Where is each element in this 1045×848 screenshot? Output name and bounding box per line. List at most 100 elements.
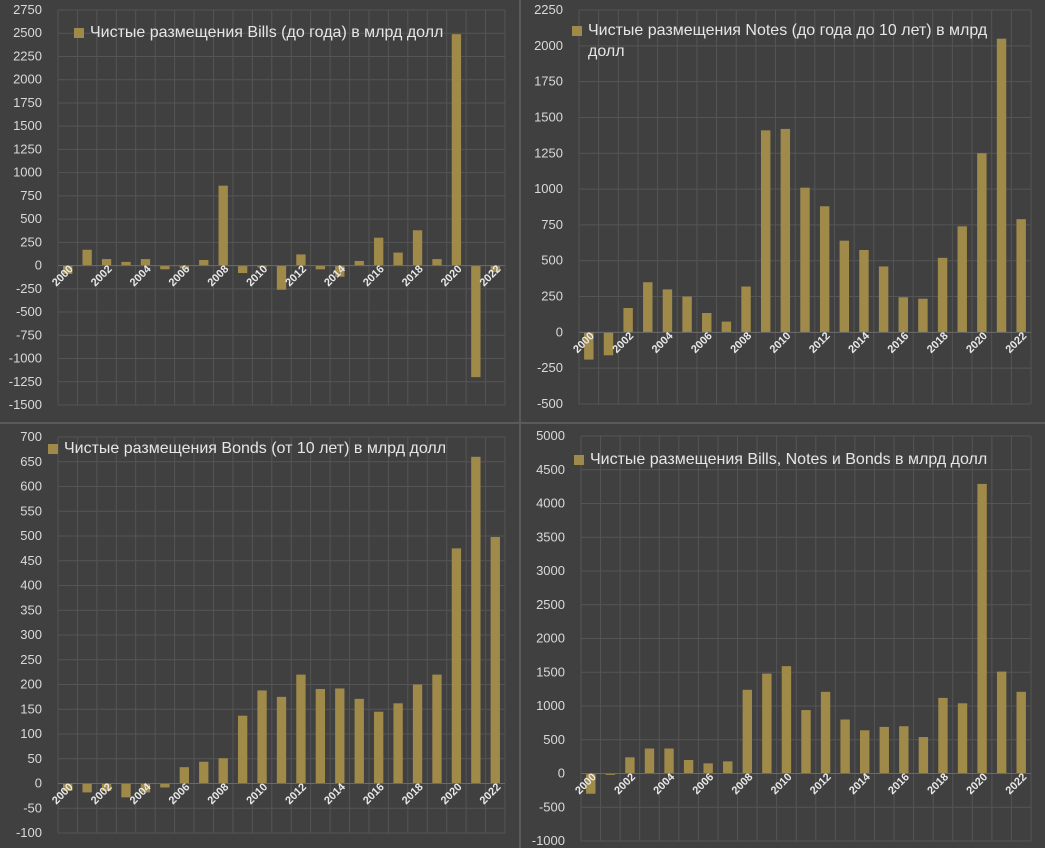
bar xyxy=(741,286,751,333)
legend-swatch xyxy=(572,26,582,36)
y-tick-label: 1000 xyxy=(534,181,563,196)
y-tick-label: -250 xyxy=(537,360,563,375)
bar xyxy=(644,748,655,774)
bar xyxy=(918,298,928,333)
x-tick-label: 2018 xyxy=(400,781,426,807)
x-tick-label: 2012 xyxy=(808,771,834,797)
bar xyxy=(643,282,653,333)
bar xyxy=(471,265,481,378)
x-tick-label: 2004 xyxy=(128,263,154,289)
x-tick-label: 2014 xyxy=(846,329,872,355)
bar xyxy=(257,690,267,784)
y-tick-label: 250 xyxy=(541,289,563,304)
bar xyxy=(432,259,442,266)
bar xyxy=(662,289,673,333)
bar xyxy=(237,265,248,274)
x-tick-label: 2016 xyxy=(361,781,387,807)
chart-svg-total: -1000 -500 0 500 1000 1500 2000 2500 3000 3500 400… xyxy=(532,428,1032,848)
bar xyxy=(859,249,869,333)
legend-swatch xyxy=(74,28,84,38)
bar xyxy=(898,297,908,333)
bar xyxy=(1016,691,1026,774)
bar xyxy=(996,671,1007,774)
bar xyxy=(218,185,228,266)
y-tick-label: 5000 xyxy=(536,428,565,443)
bar xyxy=(878,266,889,333)
y-tick-label: 750 xyxy=(541,217,563,232)
bar xyxy=(801,710,811,774)
bar xyxy=(179,265,189,269)
legend-bills: Чистые размещения Bills (до года) в млрд… xyxy=(74,22,494,43)
x-tick-label: 2008 xyxy=(206,263,232,289)
y-tick-label: 1250 xyxy=(13,141,42,156)
bar xyxy=(1016,219,1026,333)
bar xyxy=(723,761,733,774)
bar xyxy=(490,265,500,273)
bar xyxy=(742,689,752,774)
legend-bonds: Чистые размещения Bonds (от 10 лет) в мл… xyxy=(48,438,488,459)
x-tick-label: 2006 xyxy=(690,771,716,797)
y-tick-label: 2500 xyxy=(13,25,42,40)
y-tick-label: 400 xyxy=(20,578,42,593)
bar xyxy=(800,187,810,333)
x-tick-label: 2018 xyxy=(925,330,951,356)
legend-label: Чистые размещения Bonds (от 10 лет) в мл… xyxy=(64,440,447,457)
bar xyxy=(605,773,616,775)
x-tick-label: 2008 xyxy=(206,781,232,807)
legend-swatch xyxy=(48,444,58,454)
x-tick-label: 2014 xyxy=(322,263,348,289)
y-tick-label: -500 xyxy=(539,799,565,814)
y-tick-label: 250 xyxy=(20,234,42,249)
y-tick-label: 50 xyxy=(28,751,42,766)
bar xyxy=(820,691,831,774)
bar xyxy=(160,265,170,270)
bar xyxy=(393,703,403,784)
x-tick-label: 2020 xyxy=(439,781,465,807)
bar xyxy=(682,296,692,333)
bar xyxy=(760,130,771,333)
bar xyxy=(977,153,987,333)
y-tick-label: 2750 xyxy=(13,2,42,17)
y-tick-label: 0 xyxy=(35,776,42,791)
bar xyxy=(121,261,131,266)
chart-panel-total: -1000 -500 0 500 1000 1500 2000 2500 3000 3500 400… xyxy=(521,424,1045,848)
x-tick-label: 2012 xyxy=(283,781,309,807)
bar xyxy=(276,696,287,784)
chart-svg-bills: -1500 -1250 -1000 -750 -500 -250 0 250 500 750 100… xyxy=(9,2,506,412)
bar xyxy=(918,737,929,774)
y-tick-label: 200 xyxy=(20,677,42,692)
chart-panel-notes: -500 -250 0 250 500 750 1000 1250 1500 1750 2000 22… xyxy=(521,0,1045,422)
y-tick-label: 0 xyxy=(558,766,565,781)
bar xyxy=(82,249,92,266)
x-tick-label: 2002 xyxy=(612,771,638,797)
y-tick-label: -50 xyxy=(23,800,42,815)
x-tick-label: 2020 xyxy=(964,330,990,356)
bar xyxy=(296,254,306,266)
y-tick-label: 2500 xyxy=(536,597,565,612)
bar xyxy=(257,265,267,268)
bar xyxy=(315,265,326,270)
bar xyxy=(315,688,326,784)
y-tick-label: 450 xyxy=(20,553,42,568)
bar xyxy=(879,726,889,774)
y-tick-label: -1500 xyxy=(9,397,42,412)
x-tick-label: 2022 xyxy=(1003,330,1029,356)
bar xyxy=(451,548,462,784)
bar xyxy=(781,666,792,774)
y-tick-label: 650 xyxy=(20,454,42,469)
y-tick-label: -1000 xyxy=(9,351,42,366)
legend-label: Чистые размещения Notes (до года до 10 л… xyxy=(588,22,988,60)
y-tick-label: 1500 xyxy=(534,109,563,124)
x-tick-label: 2010 xyxy=(768,330,794,356)
y-tick-label: -250 xyxy=(16,281,42,296)
x-tick-label: 2014 xyxy=(847,771,873,797)
bar xyxy=(860,730,870,774)
x-tick-label: 2014 xyxy=(322,781,348,807)
bar xyxy=(296,674,306,784)
y-tick-label: 1500 xyxy=(536,664,565,679)
bar xyxy=(840,719,850,774)
legend-notes: Чистые размещения Notes (до года до 10 л… xyxy=(572,20,1022,62)
bar xyxy=(335,688,345,784)
x-tick-label: 2002 xyxy=(610,330,636,356)
y-tick-label: 3000 xyxy=(536,563,565,578)
